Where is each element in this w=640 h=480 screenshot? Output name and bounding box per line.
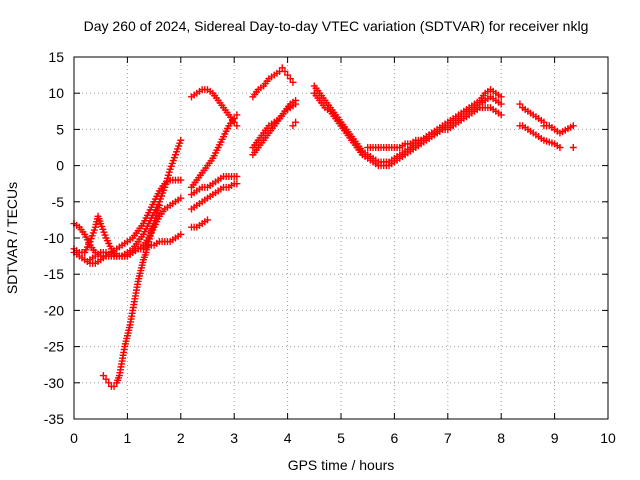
data-point: [292, 118, 300, 126]
data-point: [177, 230, 185, 238]
data-point: [110, 382, 118, 390]
y-tick-label: -25: [44, 339, 64, 355]
grid-lines: [74, 57, 608, 419]
series-track-19: [516, 122, 564, 151]
data-point: [155, 201, 163, 209]
x-tick-labels: 0 1 2 3 4 5 6 7 8 9 10: [70, 430, 616, 446]
data-point: [204, 216, 211, 224]
data-point: [233, 180, 241, 188]
y-tick-label: -5: [52, 194, 65, 210]
data-point: [292, 100, 300, 108]
series-track-13: [249, 100, 300, 151]
x-axis-label: GPS time / hours: [288, 457, 395, 473]
series-track-11: [249, 64, 297, 101]
data-point: [105, 379, 113, 387]
x-tick-label: 9: [551, 430, 559, 446]
x-tick-label: 6: [391, 430, 399, 446]
data-point: [233, 172, 241, 180]
series-track-8: [187, 180, 241, 213]
y-tick-labels: -35 -30 -25 -20 -15 -10 -5 0 5 10 15: [44, 49, 64, 427]
data-point: [569, 122, 577, 130]
y-tick-label: -15: [44, 266, 64, 282]
y-axis-label: SDTVAR / TECUs: [4, 182, 20, 294]
data-point: [284, 71, 292, 79]
x-tick-label: 2: [177, 430, 185, 446]
data-point: [281, 67, 289, 75]
data-point: [233, 111, 241, 119]
data-point: [230, 115, 238, 123]
x-tick-label: 3: [230, 430, 238, 446]
axis-ticks: [73, 56, 609, 420]
y-tick-label: -35: [44, 411, 64, 427]
x-tick-label: 7: [444, 430, 452, 446]
y-tick-label: 10: [48, 85, 64, 101]
series-track-5: [99, 201, 163, 390]
series-track-20: [540, 122, 577, 137]
y-tick-label: 15: [48, 49, 64, 65]
series-track-6: [187, 86, 241, 130]
series-track-9: [187, 111, 241, 191]
data-point: [556, 144, 564, 151]
chart-title: Day 260 of 2024, Sidereal Day-to-day VTE…: [84, 18, 589, 34]
y-tick-label: -10: [44, 230, 64, 246]
series-track-21: [569, 144, 577, 151]
x-tick-label: 8: [497, 430, 505, 446]
data-point: [177, 136, 185, 144]
y-tick-label: 5: [56, 121, 64, 137]
series-track-18: [516, 100, 548, 126]
x-tick-label: 5: [337, 430, 345, 446]
series-track-10: [187, 216, 211, 231]
x-tick-label: 10: [600, 430, 616, 446]
series-track-17: [364, 104, 505, 151]
data-point: [497, 93, 505, 101]
y-tick-label: 0: [56, 158, 64, 174]
data-point: [233, 122, 241, 130]
series-track-14: [289, 118, 300, 130]
data-point: [289, 122, 297, 130]
data-point: [497, 111, 505, 119]
data-point: [177, 176, 185, 184]
data-point: [516, 100, 524, 108]
x-tick-label: 4: [284, 430, 292, 446]
x-tick-label: 0: [70, 430, 78, 446]
data-points: [70, 64, 577, 390]
series-track-7: [187, 172, 241, 199]
data-point: [569, 144, 577, 151]
data-point: [99, 372, 107, 380]
data-point: [286, 75, 294, 83]
data-point: [497, 100, 505, 108]
data-point: [102, 375, 110, 383]
data-point: [177, 194, 185, 202]
x-tick-label: 1: [124, 430, 132, 446]
y-tick-label: -30: [44, 375, 64, 391]
data-point: [278, 64, 286, 72]
y-tick-label: -20: [44, 302, 64, 318]
data-point: [289, 78, 297, 86]
